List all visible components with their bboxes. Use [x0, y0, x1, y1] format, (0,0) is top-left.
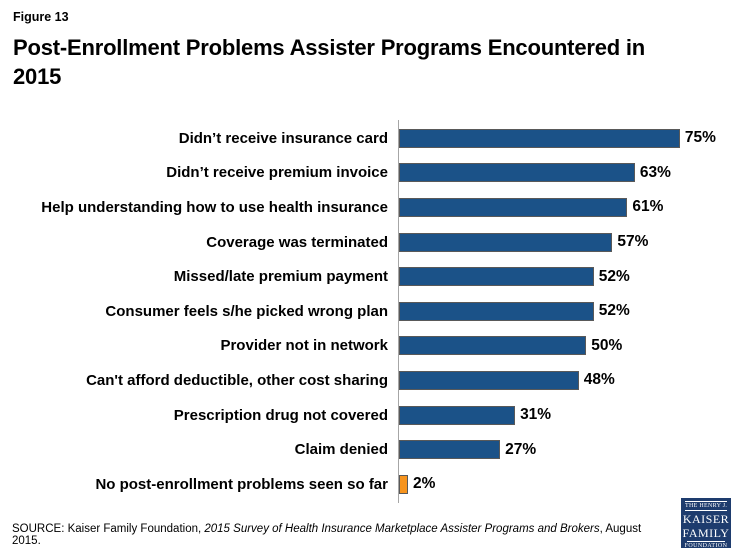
figure-number: Figure 13: [13, 10, 69, 24]
category-label: Provider not in network: [220, 337, 388, 355]
bar-row: Didn’t receive premium invoice 63%: [0, 156, 735, 191]
bar-area: 2%: [398, 467, 735, 502]
bar-row: Coverage was terminated 57%: [0, 225, 735, 260]
bar: [399, 336, 587, 356]
bar-area: 31%: [398, 398, 735, 433]
source-note: SOURCE: Kaiser Family Foundation, 2015 S…: [12, 523, 672, 547]
chart-title: Post-Enrollment Problems Assister Progra…: [13, 35, 646, 89]
category-label: No post-enrollment problems seen so far: [95, 475, 388, 493]
category-label: Help understanding how to use health ins…: [41, 198, 388, 216]
bar-area: 27%: [398, 432, 735, 467]
category-label: Coverage was terminated: [206, 233, 388, 251]
bar-chart: Didn’t receive insurance card 75% Didn’t…: [0, 120, 735, 503]
source-prefix: SOURCE: Kaiser Family Foundation,: [12, 523, 205, 535]
bar-row: Prescription drug not covered 31%: [0, 398, 735, 433]
category-label: Prescription drug not covered: [173, 406, 388, 424]
bar: [399, 301, 594, 321]
bar: [399, 440, 501, 460]
category-label: Didn’t receive premium invoice: [166, 164, 388, 182]
bar-row: Didn’t receive insurance card 75%: [0, 121, 735, 156]
bar: [399, 405, 516, 425]
value-label: 48%: [583, 371, 615, 389]
bar-area: 50%: [398, 329, 735, 364]
logo-foundation-text: FOUNDATION: [684, 543, 728, 549]
value-label: 75%: [684, 129, 716, 147]
bar-area: 57%: [398, 225, 735, 260]
category-label: Claim denied: [294, 441, 388, 459]
bar-area: 52%: [398, 294, 735, 329]
bar: [399, 128, 680, 148]
bar-row: Help understanding how to use health ins…: [0, 190, 735, 225]
value-label: 61%: [632, 198, 664, 216]
bar-area: 63%: [398, 156, 735, 191]
bar: [399, 474, 408, 494]
bar-row: Provider not in network 50%: [0, 329, 735, 364]
logo-top-text: THE HENRY J.: [685, 501, 728, 511]
bar: [399, 163, 635, 183]
logo-divider: [687, 541, 725, 542]
source-survey-title: 2015 Survey of Health Insurance Marketpl…: [204, 523, 600, 535]
category-label: Consumer feels s/he picked wrong plan: [105, 302, 388, 320]
value-label: 31%: [520, 406, 552, 424]
value-label: 27%: [505, 440, 537, 458]
bar: [399, 197, 628, 217]
bar-area: 75%: [398, 121, 735, 156]
y-axis-line: [398, 120, 399, 503]
bar-row: No post-enrollment problems seen so far …: [0, 467, 735, 502]
chart-rows: Didn’t receive insurance card 75% Didn’t…: [0, 121, 735, 502]
category-label: Didn’t receive insurance card: [178, 129, 388, 147]
source-suffix: , August 2015.: [12, 523, 642, 547]
bar-area: 61%: [398, 190, 735, 225]
bar: [399, 267, 594, 287]
value-label: 2%: [413, 475, 436, 493]
value-label: 63%: [639, 163, 671, 181]
category-label: Can't afford deductible, other cost shar…: [86, 371, 388, 389]
value-label: 52%: [598, 267, 630, 285]
logo-family-text: FAMILY: [682, 526, 730, 540]
category-label: Missed/late premium payment: [173, 268, 388, 286]
bar-row: Can't afford deductible, other cost shar…: [0, 363, 735, 398]
value-label: 50%: [591, 336, 623, 354]
bar-area: 52%: [398, 259, 735, 294]
logo-kaiser-text: KAISER: [682, 512, 730, 526]
value-label: 57%: [617, 233, 649, 251]
bar-area: 48%: [398, 363, 735, 398]
value-label: 52%: [598, 302, 630, 320]
kff-logo: THE HENRY J. KAISER FAMILY FOUNDATION: [681, 498, 731, 549]
bar-row: Consumer feels s/he picked wrong plan 52…: [0, 294, 735, 329]
bar: [399, 232, 613, 252]
bar-row: Claim denied 27%: [0, 432, 735, 467]
bar-row: Missed/late premium payment 52%: [0, 259, 735, 294]
bar: [399, 370, 579, 390]
